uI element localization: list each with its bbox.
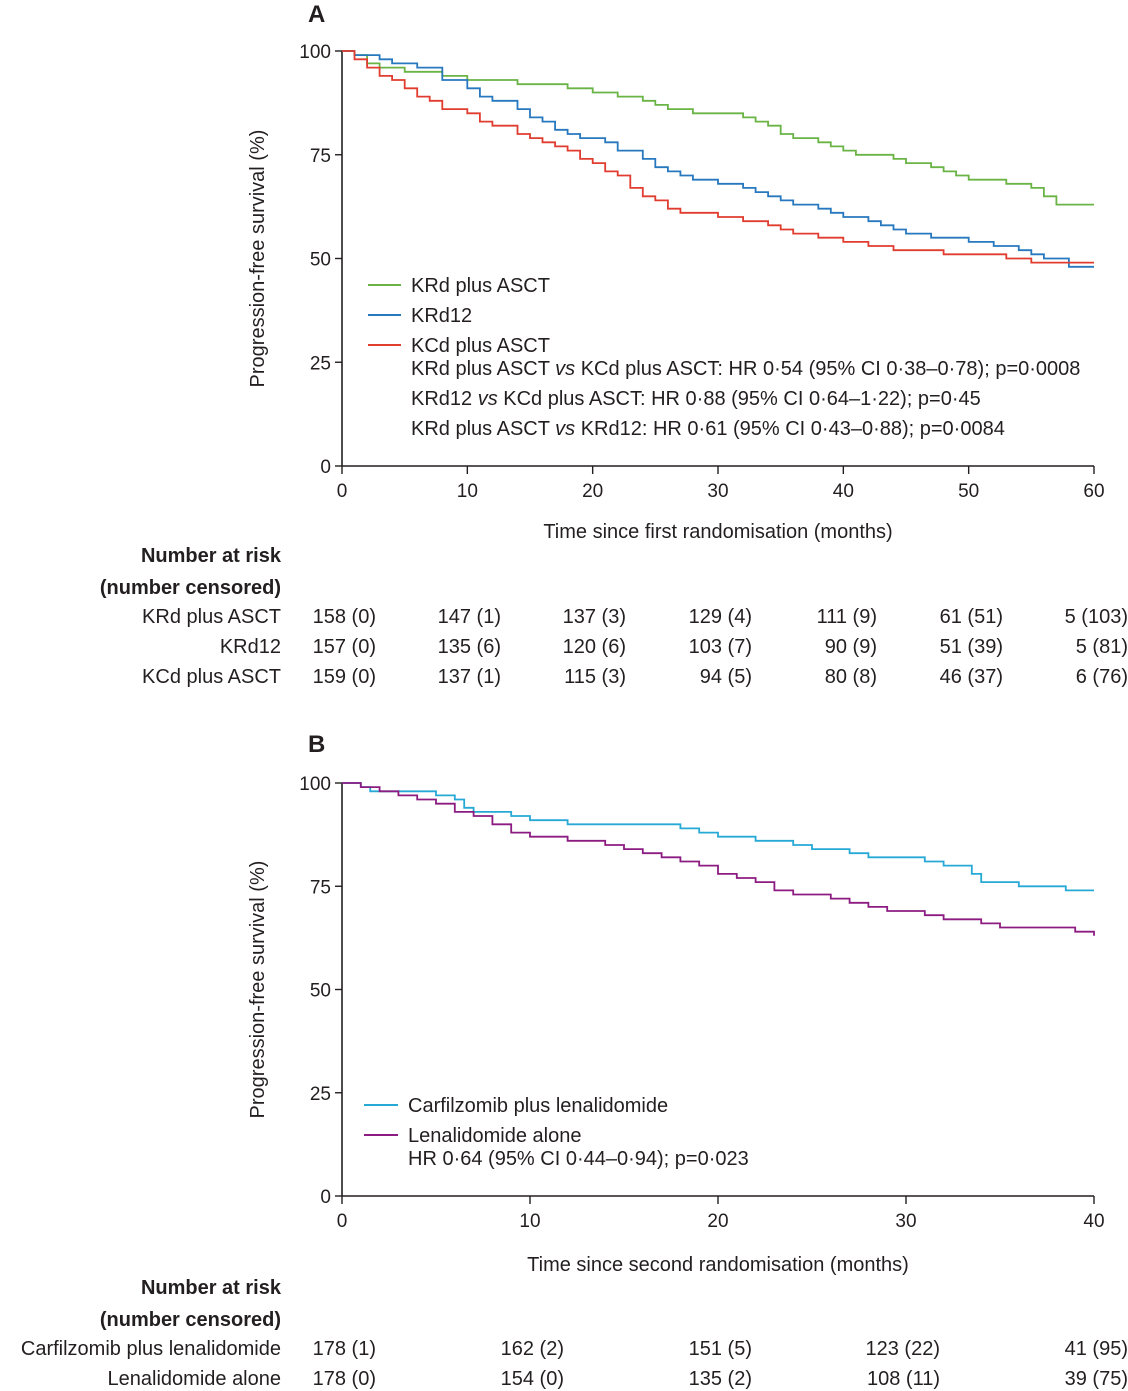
risk-cell: 90 (9) <box>825 636 877 658</box>
risk-cell: 129 (4) <box>689 606 752 628</box>
risk-row-label: KCd plus ASCT <box>142 666 281 688</box>
x-tick-label: 40 <box>833 481 854 502</box>
legend-label: Carfilzomib plus lenalidomide <box>408 1095 668 1117</box>
risk-cell: 147 (1) <box>438 606 501 628</box>
risk-cell: 151 (5) <box>689 1338 752 1360</box>
risk-cell: 61 (51) <box>940 606 1003 628</box>
x-tick-label: 40 <box>1083 1211 1104 1232</box>
risk-cell: 135 (6) <box>438 636 501 658</box>
risk-table-heading: Number at risk <box>141 545 282 567</box>
annotation-part: KRd plus ASCT <box>411 358 555 380</box>
x-tick-label: 20 <box>582 481 603 502</box>
risk-cell: 94 (5) <box>700 666 752 688</box>
risk-row-label: Carfilzomib plus lenalidomide <box>21 1338 281 1360</box>
y-tick-label: 25 <box>310 353 331 374</box>
y-tick-label: 50 <box>310 981 331 1002</box>
hr-annotation: KRd12 vs KCd plus ASCT: HR 0·88 (95% CI … <box>411 388 981 410</box>
annotation-part: KCd plus ASCT: HR 0·88 (95% CI 0·64–1·22… <box>498 388 981 410</box>
x-tick-label: 0 <box>337 1211 348 1232</box>
x-tick-label: 0 <box>337 481 348 502</box>
x-tick-label: 20 <box>707 1211 728 1232</box>
risk-row-label: KRd plus ASCT <box>142 606 281 628</box>
risk-cell: 158 (0) <box>313 606 376 628</box>
hr-annotation: KRd plus ASCT vs KCd plus ASCT: HR 0·54 … <box>411 358 1080 380</box>
y-tick-label: 75 <box>310 877 331 898</box>
risk-cell: 111 (9) <box>817 606 877 628</box>
risk-cell: 39 (75) <box>1065 1368 1128 1390</box>
risk-cell: 115 (3) <box>564 666 626 688</box>
risk-cell: 162 (2) <box>501 1338 564 1360</box>
risk-cell: 120 (6) <box>563 636 626 658</box>
y-tick-label: 50 <box>310 250 331 271</box>
annotation-part: KRd12 <box>411 388 478 410</box>
risk-table-heading: (number censored) <box>100 1309 281 1331</box>
x-tick-label: 60 <box>1083 481 1104 502</box>
series-line-lenalidomide-alone <box>342 782 1095 936</box>
annotation-italic: vs <box>555 358 575 380</box>
risk-cell: 157 (0) <box>313 636 376 658</box>
hr-annotation: HR 0·64 (95% CI 0·44–0·94); p=0·023 <box>408 1148 749 1170</box>
y-axis-title: Progression-free survival (%) <box>247 861 269 1119</box>
risk-row-label: Lenalidomide alone <box>108 1368 281 1390</box>
y-tick-label: 0 <box>320 457 331 478</box>
series-line-carfilzomib-plus-lenalidomide <box>342 782 1094 892</box>
risk-table-heading: (number censored) <box>100 577 281 599</box>
x-tick-label: 10 <box>519 1211 540 1232</box>
risk-cell: 137 (1) <box>438 666 501 688</box>
risk-cell: 80 (8) <box>825 666 877 688</box>
y-axis-title: Progression-free survival (%) <box>247 130 269 388</box>
risk-cell: 137 (3) <box>563 606 626 628</box>
annotation-part: KRd12: HR 0·61 (95% CI 0·43–0·88); p=0·0… <box>575 418 1005 440</box>
risk-cell: 159 (0) <box>313 666 376 688</box>
risk-cell: 103 (7) <box>689 636 752 658</box>
annotation-italic: vs <box>555 418 575 440</box>
x-tick-label: 30 <box>707 481 728 502</box>
x-tick-label: 30 <box>895 1211 916 1232</box>
y-tick-label: 100 <box>299 774 331 795</box>
legend-label: KCd plus ASCT <box>411 335 550 357</box>
risk-cell: 51 (39) <box>940 636 1003 658</box>
series-line-krd12 <box>342 50 1094 268</box>
risk-cell: 178 (0) <box>313 1368 376 1390</box>
risk-cell: 108 (11) <box>867 1368 940 1390</box>
annotation-part: HR 0·64 (95% CI 0·44–0·94); p=0·023 <box>408 1148 749 1170</box>
annotation-part: KCd plus ASCT: HR 0·54 (95% CI 0·38–0·78… <box>575 358 1080 380</box>
legend-label: KRd12 <box>411 305 472 327</box>
risk-table-heading: Number at risk <box>141 1277 282 1299</box>
series-line-krd-plus-asct <box>342 50 1094 206</box>
risk-cell: 5 (81) <box>1076 636 1128 658</box>
risk-cell: 178 (1) <box>313 1338 376 1360</box>
y-tick-label: 25 <box>310 1084 331 1105</box>
risk-cell: 123 (22) <box>866 1338 941 1360</box>
panel-b: B 0 25 50 75 100 0 10 20 30 40 Time since second ra… <box>21 731 1128 1390</box>
annotation-italic: vs <box>478 388 498 410</box>
risk-cell: 6 (76) <box>1076 666 1128 688</box>
y-tick-label: 100 <box>299 42 331 63</box>
x-axis-title: Time since first randomisation (months) <box>543 521 892 543</box>
risk-cell: 135 (2) <box>689 1368 752 1390</box>
x-tick-label: 10 <box>457 481 478 502</box>
panel-label: B <box>308 731 325 758</box>
panel-a: A 0 25 50 75 100 0 10 20 30 40 50 60 Time since first… <box>100 1 1128 688</box>
x-tick-label: 50 <box>958 481 979 502</box>
annotation-part: KRd plus ASCT <box>411 418 555 440</box>
risk-row-label: KRd12 <box>220 636 281 658</box>
risk-cell: 41 (95) <box>1065 1338 1128 1360</box>
risk-cell: 46 (37) <box>940 666 1003 688</box>
x-axis-title: Time since second randomisation (months) <box>527 1254 909 1276</box>
legend-label: KRd plus ASCT <box>411 275 550 297</box>
hr-annotation: KRd plus ASCT vs KRd12: HR 0·61 (95% CI … <box>411 418 1005 440</box>
y-tick-label: 0 <box>320 1187 331 1208</box>
series-line-kcd-plus-asct <box>342 50 1094 264</box>
panel-label: A <box>308 1 325 28</box>
legend-label: Lenalidomide alone <box>408 1125 581 1147</box>
risk-cell: 154 (0) <box>501 1368 564 1390</box>
y-tick-label: 75 <box>310 146 331 167</box>
risk-cell: 5 (103) <box>1065 606 1128 628</box>
